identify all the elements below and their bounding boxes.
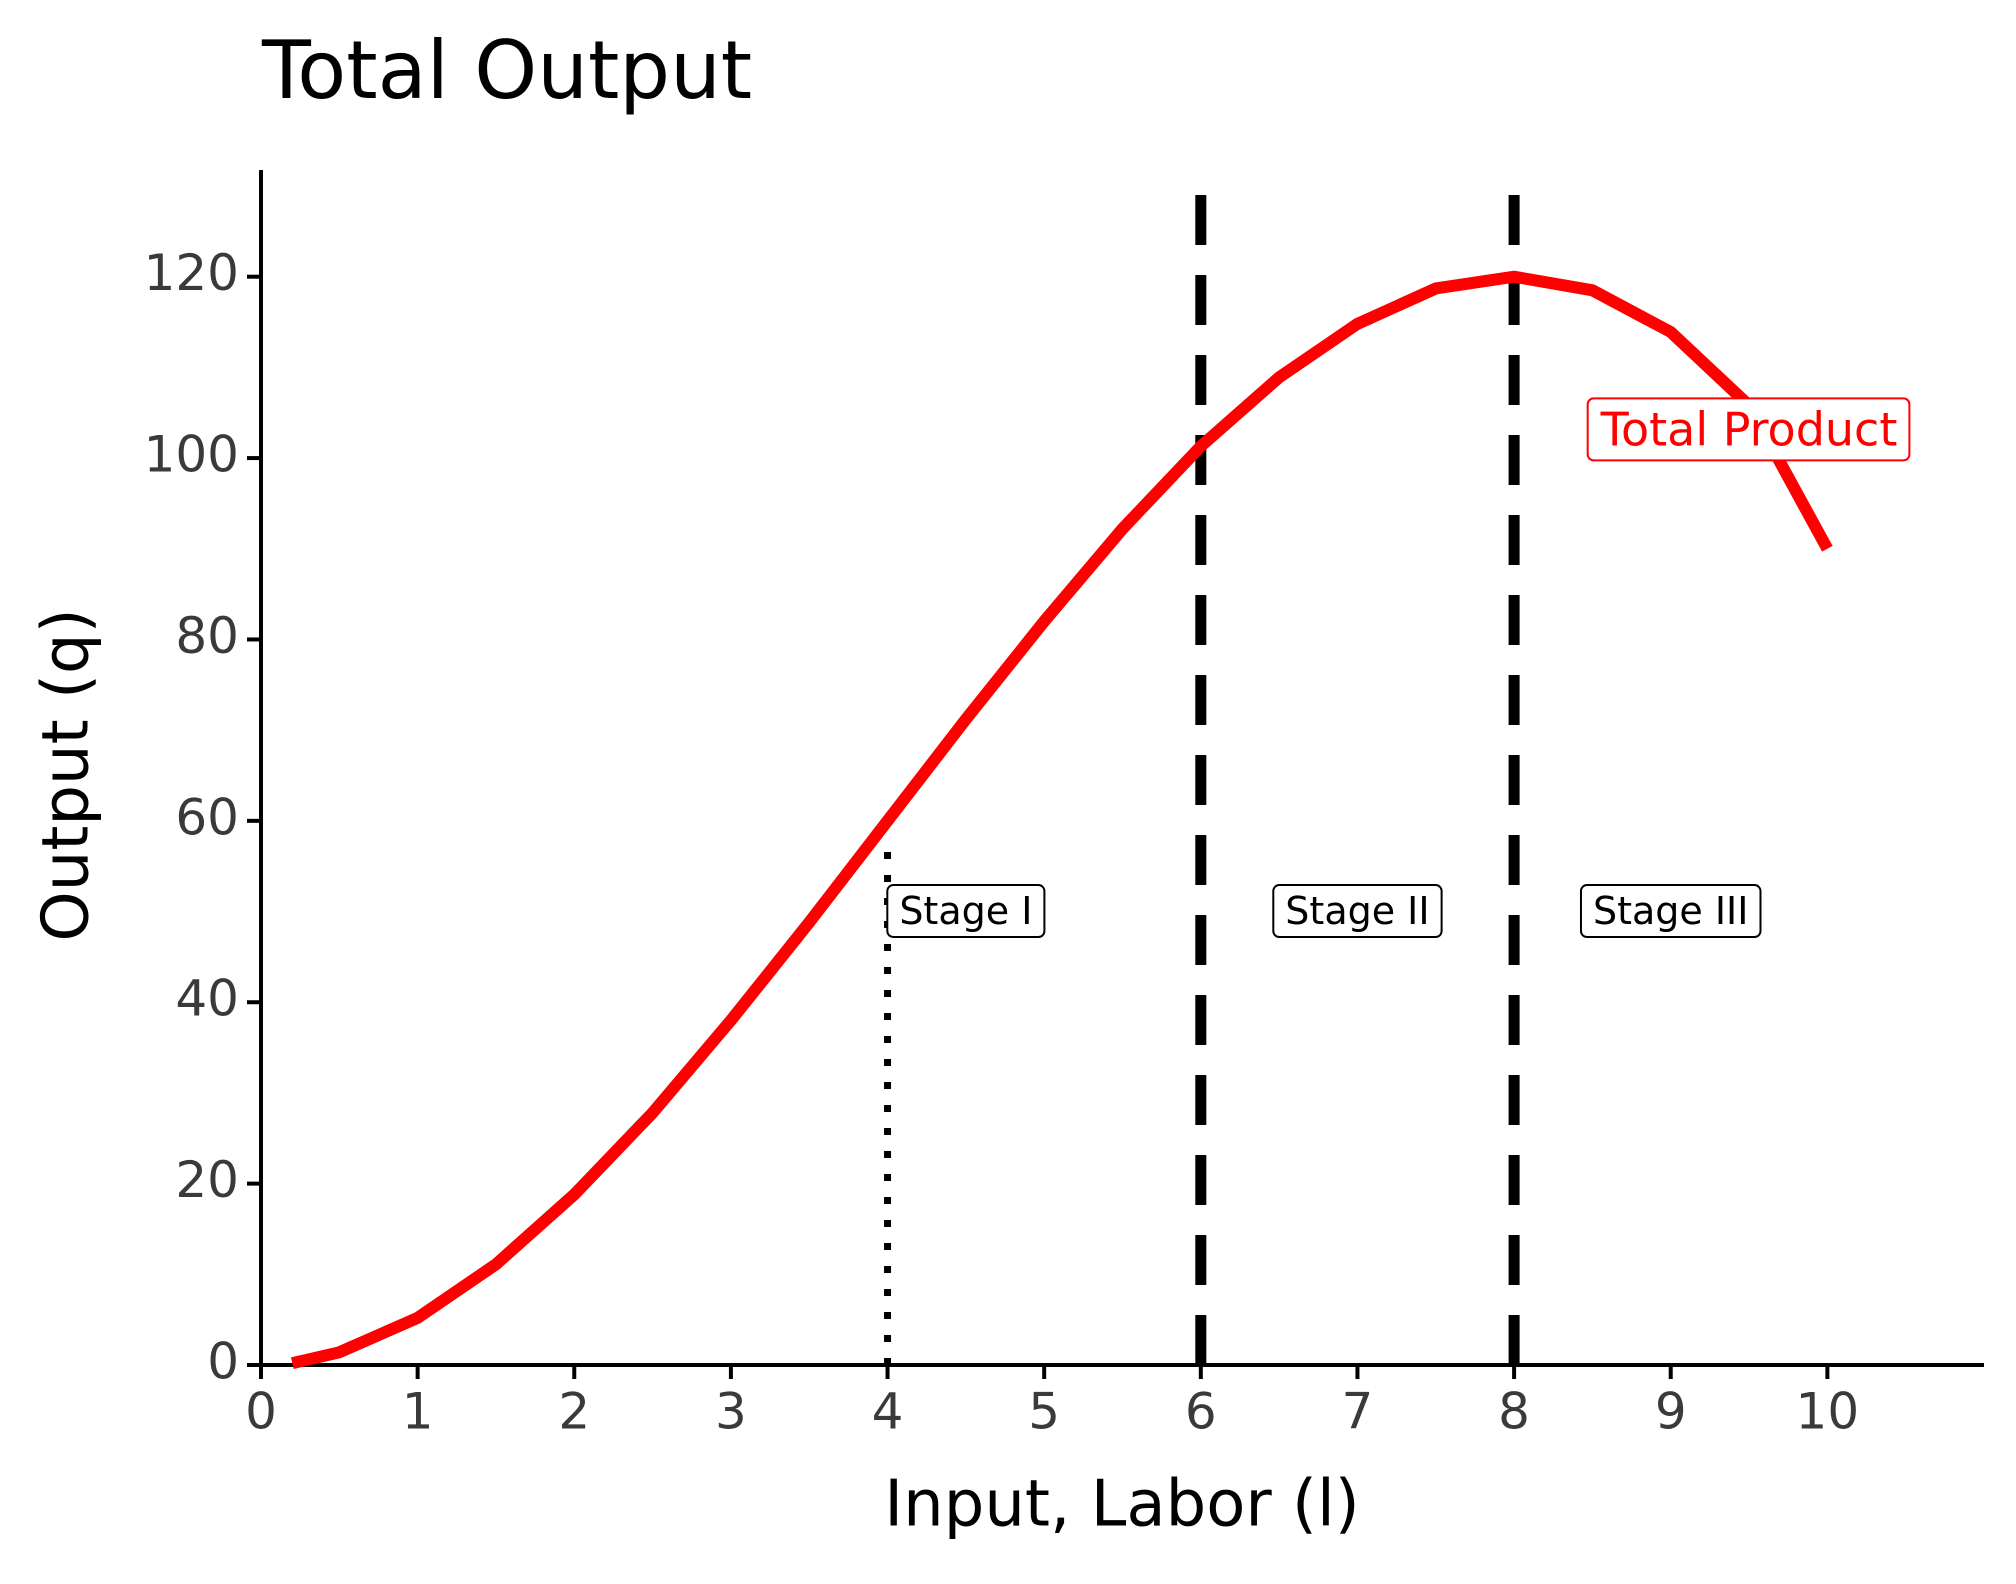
annotation-box bbox=[886, 884, 1046, 939]
x-tick-label: 9 bbox=[1655, 1383, 1687, 1441]
annotation: Stage I bbox=[899, 889, 1032, 933]
x-tick-label: 5 bbox=[1028, 1383, 1060, 1441]
x-tick-label: 1 bbox=[402, 1383, 434, 1441]
line-series bbox=[290, 270, 1833, 1370]
y-tick-label: 0 bbox=[207, 1333, 239, 1391]
y-tick-label: 80 bbox=[175, 607, 239, 665]
x-tick-label: 7 bbox=[1342, 1383, 1374, 1441]
x-tick-label: 6 bbox=[1185, 1383, 1217, 1441]
annotation-box bbox=[1579, 884, 1762, 939]
annotation: Total Product bbox=[1600, 402, 1898, 456]
y-axis-title: Output (q) bbox=[30, 608, 104, 941]
annotation: Stage III bbox=[1593, 889, 1749, 933]
x-tick-label: 8 bbox=[1498, 1383, 1530, 1441]
x-tick-label: 2 bbox=[558, 1383, 590, 1441]
y-tick-label: 120 bbox=[144, 244, 239, 302]
x-tick-label: 4 bbox=[872, 1383, 904, 1441]
y-tick-label: 100 bbox=[144, 426, 239, 484]
y-tick-label: 20 bbox=[175, 1151, 239, 1209]
chart-title: Total Output bbox=[261, 24, 752, 117]
x-axis-title: Input, Labor (l) bbox=[884, 1468, 1359, 1542]
x-tick-label: 0 bbox=[245, 1383, 277, 1441]
y-tick-label: 40 bbox=[175, 970, 239, 1028]
x-tick-label: 10 bbox=[1796, 1383, 1860, 1441]
annotation-box bbox=[1272, 884, 1443, 939]
annotation: Stage II bbox=[1285, 889, 1429, 933]
x-tick-label: 3 bbox=[715, 1383, 747, 1441]
annotation-box bbox=[1586, 397, 1911, 462]
y-tick-label: 60 bbox=[175, 788, 239, 846]
